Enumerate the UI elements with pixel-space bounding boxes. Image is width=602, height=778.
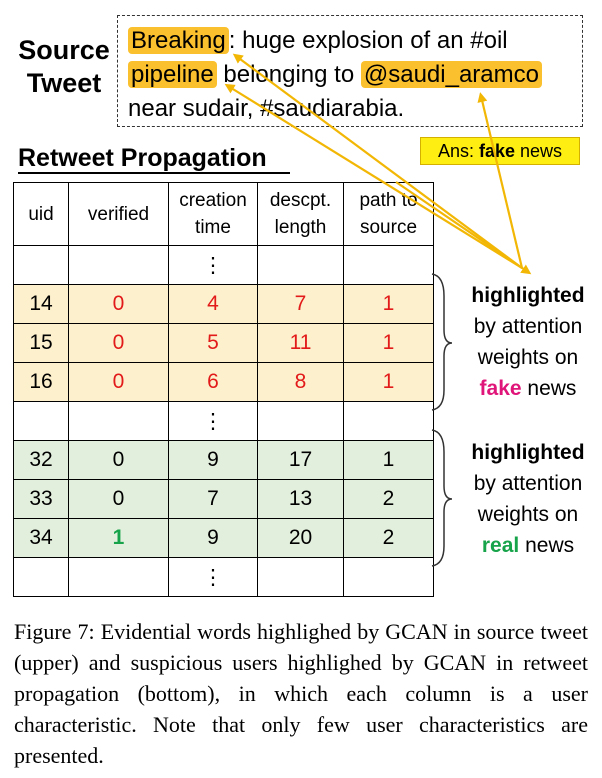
ellipsis-cell xyxy=(68,245,169,285)
fake-word: fake xyxy=(479,377,522,400)
arrow-to-breaking xyxy=(232,53,523,269)
column-header-line: length xyxy=(274,217,327,238)
retweet-propagation-title: Retweet Propagation xyxy=(18,144,267,172)
source-tweet-label: Source Tweet xyxy=(14,34,114,100)
ellipsis-cell xyxy=(257,245,344,285)
table-cell: 1 xyxy=(343,362,434,402)
ellipsis-cell: ⋮ xyxy=(168,401,258,441)
table-cell: 2 xyxy=(343,479,434,519)
tweet-text: Breaking: huge explosion of an #oil pipe… xyxy=(128,24,578,126)
table-cell: 20 xyxy=(257,518,344,558)
answer-prefix: Ans: xyxy=(437,141,479,161)
tweet-line-2: pipeline belonging to @saudi_aramco xyxy=(128,58,578,92)
table-cell: 34 xyxy=(13,518,69,558)
note-real-line4: real news xyxy=(458,530,598,561)
table-cell: 13 xyxy=(257,479,344,519)
note-fake: highlighted by attention weights on fake… xyxy=(458,280,598,404)
table-cell: 0 xyxy=(68,440,169,480)
note-real: highlighted by attention weights on real… xyxy=(458,437,598,561)
title-underline xyxy=(18,172,290,174)
table-cell: 0 xyxy=(68,323,169,363)
tweet-line1-rest: : huge explosion of an #oil xyxy=(228,27,508,54)
table-cell: 17 xyxy=(257,440,344,480)
highlight-breaking: Breaking xyxy=(128,27,229,54)
note-fake-line3: weights on xyxy=(477,346,579,369)
table-cell: 16 xyxy=(13,362,69,402)
table-cell: 0 xyxy=(68,362,169,402)
table-cell: 2 xyxy=(343,518,434,558)
table-row: 15 0 5 11 1 xyxy=(13,323,434,363)
table-cell: 9 xyxy=(168,518,258,558)
table-cell: 1 xyxy=(343,323,434,363)
note-fake-tail: news xyxy=(521,377,577,400)
table-cell: 1 xyxy=(68,518,169,558)
column-header-line: time xyxy=(195,217,231,238)
answer-suffix: news xyxy=(515,141,563,161)
table-cell: 33 xyxy=(13,479,69,519)
column-header: verified xyxy=(68,182,169,246)
ellipsis-row: ⋮ xyxy=(13,557,434,597)
source-label-line1: Source xyxy=(18,35,110,65)
answer-word: fake xyxy=(478,141,516,161)
note-real-tail: news xyxy=(519,534,575,557)
arrow-to-table xyxy=(395,181,532,275)
ellipsis-cell xyxy=(343,245,434,285)
arrow-to-saudi-aramco xyxy=(477,92,524,269)
table-row: 14 0 4 7 1 xyxy=(13,284,434,324)
figure-caption: Figure 7: Evidential words highlighed by… xyxy=(14,619,588,768)
tweet-line-1: Breaking: huge explosion of an #oil xyxy=(128,24,578,58)
column-header-line: creation xyxy=(179,190,247,211)
ellipsis-cell xyxy=(343,401,434,441)
table-cell: 4 xyxy=(168,284,258,324)
table-cell: 1 xyxy=(343,284,434,324)
ellipsis-cell xyxy=(13,557,69,597)
note-real-line3: weights on xyxy=(477,503,579,526)
table-row: 32 0 9 17 1 xyxy=(13,440,434,480)
column-header-line: source xyxy=(359,217,418,238)
highlight-saudi-aramco: @saudi_aramco xyxy=(360,61,542,88)
brace-fake xyxy=(431,273,453,411)
table-cell: 0 xyxy=(68,284,169,324)
user-characteristics-table: uid verified creation time descpt. length path… xyxy=(13,182,434,597)
table-cell: 15 xyxy=(13,323,69,363)
tweet-line2-mid: belonging to xyxy=(216,61,361,88)
table-cell: 7 xyxy=(257,284,344,324)
answer-box: Ans: fake news xyxy=(420,137,580,165)
table-cell: 9 xyxy=(168,440,258,480)
column-header-line: uid xyxy=(28,203,54,225)
column-header: uid xyxy=(13,182,69,246)
table-cell: 7 xyxy=(168,479,258,519)
table-cell: 6 xyxy=(168,362,258,402)
real-word: real xyxy=(481,534,520,557)
ellipsis-row: ⋮ xyxy=(13,245,434,285)
note-real-bold: highlighted xyxy=(471,441,585,464)
highlight-pipeline: pipeline xyxy=(128,61,217,88)
ellipsis-cell xyxy=(257,401,344,441)
table-row: 33 0 7 13 2 xyxy=(13,479,434,519)
ellipsis-cell xyxy=(257,557,344,597)
table-row: 34 1 9 20 2 xyxy=(13,518,434,558)
ellipsis-row: ⋮ xyxy=(13,401,434,441)
note-fake-line2: by attention xyxy=(473,315,583,338)
column-header-line: descpt. xyxy=(269,190,332,211)
note-fake-bold: highlighted xyxy=(471,284,585,307)
column-header: descpt. length xyxy=(257,182,344,246)
ellipsis-cell: ⋮ xyxy=(168,245,258,285)
ellipsis-cell xyxy=(13,245,69,285)
arrow-to-pipeline xyxy=(224,83,523,269)
ellipsis-cell xyxy=(68,557,169,597)
table-header-row: uid verified creation time descpt. length path… xyxy=(13,182,434,246)
ellipsis-cell xyxy=(343,557,434,597)
table-cell: 0 xyxy=(68,479,169,519)
note-fake-line4: fake news xyxy=(458,373,598,404)
table-cell: 1 xyxy=(343,440,434,480)
tweet-box xyxy=(117,15,583,127)
column-header-line: verified xyxy=(87,203,150,225)
brace-real xyxy=(431,429,453,567)
table-cell: 5 xyxy=(168,323,258,363)
note-real-line2: by attention xyxy=(473,472,583,495)
source-label-line2: Tweet xyxy=(26,68,102,98)
